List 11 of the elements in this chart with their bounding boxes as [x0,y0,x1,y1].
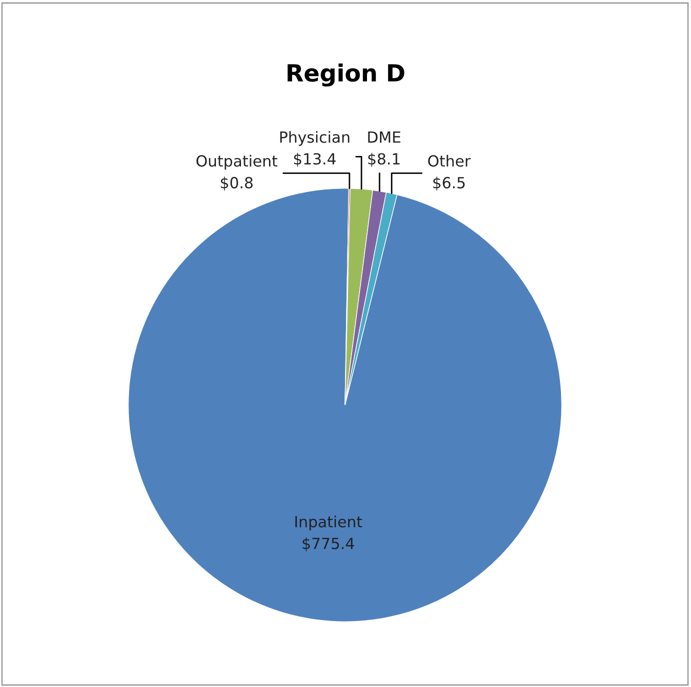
data-label: $8.1 [368,152,400,167]
data-label: $6.5 [433,176,465,191]
slice-label: Outpatient [196,154,278,170]
data-label: $0.8 [220,176,253,191]
slice-label: Physician [280,131,350,146]
chart-title: Region D [288,63,404,87]
data-label: $775.4 [302,537,354,552]
data-label: $13.4 [294,152,336,167]
slice-label: Inpatient [295,516,362,530]
slice-label: DME [368,132,400,143]
slice-label: Other [428,154,471,167]
